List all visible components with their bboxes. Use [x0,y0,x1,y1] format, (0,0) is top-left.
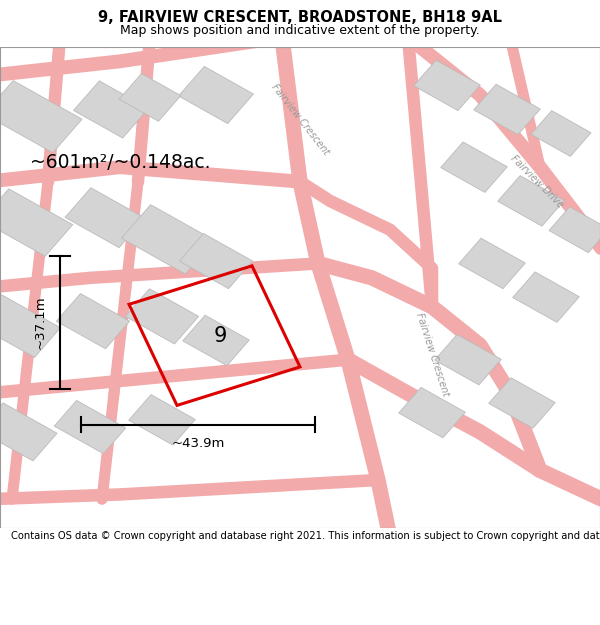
Polygon shape [549,207,600,252]
Polygon shape [182,315,250,366]
Text: Map shows position and indicative extent of the property.: Map shows position and indicative extent… [120,24,480,36]
Text: Fairview Crescent: Fairview Crescent [269,82,331,156]
Polygon shape [497,176,565,226]
Polygon shape [458,238,526,289]
Text: Contains OS data © Crown copyright and database right 2021. This information is : Contains OS data © Crown copyright and d… [11,531,600,541]
Text: ~601m²/~0.148ac.: ~601m²/~0.148ac. [30,153,211,172]
Text: ~43.9m: ~43.9m [172,437,224,450]
Polygon shape [398,388,466,438]
Polygon shape [56,294,130,349]
Polygon shape [434,334,502,385]
Polygon shape [54,401,126,454]
Polygon shape [488,378,556,428]
Text: 9: 9 [214,326,227,346]
Text: Fairview Crescent: Fairview Crescent [414,312,450,398]
Polygon shape [0,189,73,256]
Polygon shape [0,403,57,461]
Text: Fairview Drive: Fairview Drive [509,153,565,210]
Polygon shape [121,204,215,274]
Polygon shape [119,74,181,121]
Polygon shape [179,66,253,124]
Polygon shape [74,81,148,138]
Polygon shape [128,394,196,445]
Polygon shape [413,60,481,111]
Polygon shape [473,84,541,134]
Polygon shape [125,289,199,344]
Text: 9, FAIRVIEW CRESCENT, BROADSTONE, BH18 9AL: 9, FAIRVIEW CRESCENT, BROADSTONE, BH18 9… [98,10,502,25]
Text: ~37.1m: ~37.1m [34,296,47,349]
Polygon shape [531,111,591,156]
Polygon shape [440,142,508,192]
Polygon shape [65,188,145,248]
Polygon shape [0,294,61,358]
Polygon shape [179,233,253,289]
Polygon shape [512,272,580,322]
Polygon shape [0,81,82,152]
